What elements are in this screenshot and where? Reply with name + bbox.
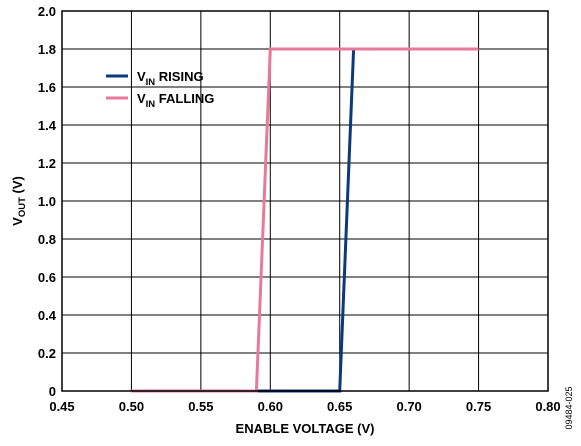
x-tick-label: 0.50	[119, 399, 144, 414]
figure-code: 09484-025	[564, 386, 574, 429]
x-tick-label: 0.80	[535, 399, 560, 414]
y-tick-label: 0.8	[38, 232, 56, 247]
y-tick-label: 1.4	[38, 118, 57, 133]
y-tick-label: 0	[49, 384, 56, 399]
x-tick-labels: 0.45 0.50 0.55 0.60 0.65 0.70 0.75 0.80	[49, 399, 560, 414]
legend-label: VIN FALLING	[137, 91, 214, 110]
x-tick-label: 0.60	[258, 399, 283, 414]
y-tick-label: 0.2	[38, 346, 56, 361]
legend-label: VIN RISING	[137, 69, 204, 88]
y-axis-label: VOUT (V)	[10, 176, 28, 226]
x-tick-label: 0.65	[327, 399, 352, 414]
x-axis-label: ENABLE VOLTAGE (V)	[236, 421, 375, 436]
plot-frame	[61, 10, 549, 392]
y-axis-label-sub: OUT	[17, 197, 28, 217]
y-tick-label: 0.6	[38, 270, 56, 285]
y-tick-label: 2.0	[38, 4, 56, 19]
x-tick-label: 0.70	[396, 399, 421, 414]
y-tick-label: 0.4	[38, 308, 57, 323]
x-tick-label: 0.55	[188, 399, 213, 414]
legend: VIN RISING VIN FALLING	[106, 69, 214, 110]
y-tick-label: 1.0	[38, 194, 56, 209]
y-tick-label: 1.8	[38, 42, 56, 57]
x-tick-label: 0.75	[466, 399, 491, 414]
x-tick-label: 0.45	[49, 399, 74, 414]
y-tick-label: 1.6	[38, 80, 56, 95]
grid	[62, 11, 548, 391]
y-axis-label-unit: (V)	[10, 176, 25, 197]
y-tick-label: 1.2	[38, 156, 56, 171]
y-axis-label-main: V	[10, 217, 25, 226]
y-tick-labels: 0 0.2 0.4 0.6 0.8 1.0 1.2 1.4 1.6 1.8 2.0	[38, 4, 57, 399]
